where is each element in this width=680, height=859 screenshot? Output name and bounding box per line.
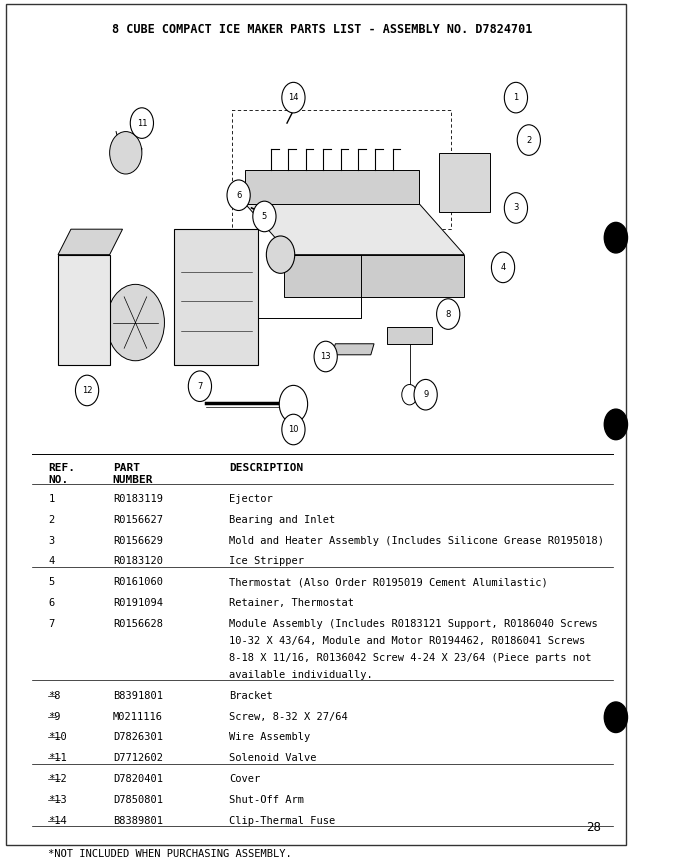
Circle shape [75, 375, 99, 405]
Circle shape [414, 380, 437, 410]
Polygon shape [387, 326, 432, 344]
Circle shape [131, 107, 154, 138]
Text: 8: 8 [445, 309, 451, 319]
Text: 3: 3 [48, 536, 54, 545]
Text: 14: 14 [288, 93, 299, 102]
Text: *9: *9 [48, 711, 61, 722]
Text: *8: *8 [48, 691, 61, 701]
Text: 28: 28 [586, 820, 601, 833]
Text: 8-18 X 11/16, R0136042 Screw 4-24 X 23/64 (Piece parts not: 8-18 X 11/16, R0136042 Screw 4-24 X 23/6… [229, 653, 592, 663]
Text: M0211116: M0211116 [113, 711, 163, 722]
Text: Solenoid Valve: Solenoid Valve [229, 753, 316, 763]
Text: Thermostat (Also Order R0195019 Cement Alumilastic): Thermostat (Also Order R0195019 Cement A… [229, 577, 547, 588]
Text: Mold and Heater Assembly (Includes Silicone Grease R0195018): Mold and Heater Assembly (Includes Silic… [229, 536, 604, 545]
Text: R0183119: R0183119 [113, 494, 163, 504]
Text: 9: 9 [423, 390, 428, 399]
Text: 12: 12 [82, 386, 92, 395]
Text: 5: 5 [262, 212, 267, 221]
Text: 2: 2 [48, 515, 54, 525]
Text: Shut-Off Arm: Shut-Off Arm [229, 795, 304, 805]
Circle shape [437, 299, 460, 329]
Text: 10-32 X 43/64, Module and Motor R0194462, R0186041 Screws: 10-32 X 43/64, Module and Motor R0194462… [229, 636, 585, 646]
Text: 4: 4 [500, 263, 506, 272]
Text: R0183120: R0183120 [113, 557, 163, 566]
Circle shape [605, 222, 628, 253]
Circle shape [106, 284, 165, 361]
Circle shape [314, 341, 337, 372]
Text: *13: *13 [48, 795, 67, 805]
Circle shape [267, 236, 294, 273]
Text: *12: *12 [48, 774, 67, 784]
Text: 3: 3 [513, 204, 519, 212]
Text: 11: 11 [137, 119, 147, 128]
Text: D7850801: D7850801 [113, 795, 163, 805]
Text: 2: 2 [526, 136, 532, 144]
Text: 4: 4 [48, 557, 54, 566]
Text: DESCRIPTION: DESCRIPTION [229, 463, 303, 472]
Text: B8389801: B8389801 [113, 815, 163, 825]
Text: 6: 6 [236, 191, 241, 200]
Text: Ejector: Ejector [229, 494, 273, 504]
Text: *10: *10 [48, 733, 67, 742]
Polygon shape [439, 153, 490, 212]
Text: Screw, 8-32 X 27/64: Screw, 8-32 X 27/64 [229, 711, 347, 722]
Text: D7712602: D7712602 [113, 753, 163, 763]
Text: 5: 5 [48, 577, 54, 588]
Circle shape [605, 702, 628, 733]
Circle shape [188, 371, 211, 401]
Text: B8391801: B8391801 [113, 691, 163, 701]
Text: Retainer, Thermostat: Retainer, Thermostat [229, 598, 354, 608]
Text: R0191094: R0191094 [113, 598, 163, 608]
Circle shape [282, 414, 305, 445]
Text: 1: 1 [513, 93, 519, 102]
Text: 6: 6 [48, 598, 54, 608]
Text: Ice Stripper: Ice Stripper [229, 557, 304, 566]
Polygon shape [284, 254, 464, 297]
Text: available individually.: available individually. [229, 670, 373, 680]
Text: *NOT INCLUDED WHEN PURCHASING ASSEMBLY.: *NOT INCLUDED WHEN PURCHASING ASSEMBLY. [48, 849, 292, 859]
Text: Wire Assembly: Wire Assembly [229, 733, 310, 742]
Circle shape [505, 192, 528, 223]
Circle shape [517, 125, 541, 155]
Text: REF.: REF. [48, 463, 75, 472]
Circle shape [605, 409, 628, 440]
Text: Module Assembly (Includes R0183121 Support, R0186040 Screws: Module Assembly (Includes R0183121 Suppo… [229, 618, 598, 629]
Text: 7: 7 [48, 618, 54, 629]
Text: 7: 7 [197, 381, 203, 391]
Circle shape [282, 82, 305, 113]
Text: NO.: NO. [48, 475, 69, 485]
Text: PART: PART [113, 463, 140, 472]
Text: Cover: Cover [229, 774, 260, 784]
Text: NUMBER: NUMBER [113, 475, 154, 485]
Text: 13: 13 [320, 352, 331, 361]
Text: 8 CUBE COMPACT ICE MAKER PARTS LIST - ASSEMBLY NO. D7824701: 8 CUBE COMPACT ICE MAKER PARTS LIST - AS… [112, 23, 532, 36]
Polygon shape [174, 229, 258, 365]
Text: D7820401: D7820401 [113, 774, 163, 784]
Text: D7826301: D7826301 [113, 733, 163, 742]
Circle shape [492, 252, 515, 283]
Text: R0161060: R0161060 [113, 577, 163, 588]
Circle shape [505, 82, 528, 113]
Text: *11: *11 [48, 753, 67, 763]
Text: 10: 10 [288, 425, 299, 434]
Circle shape [109, 131, 142, 174]
Text: R0156629: R0156629 [113, 536, 163, 545]
Polygon shape [58, 254, 109, 365]
Polygon shape [245, 204, 464, 254]
Circle shape [253, 201, 276, 232]
Text: R0156627: R0156627 [113, 515, 163, 525]
Circle shape [227, 180, 250, 210]
Text: Bracket: Bracket [229, 691, 273, 701]
Text: Bearing and Inlet: Bearing and Inlet [229, 515, 335, 525]
Polygon shape [332, 344, 374, 355]
Circle shape [402, 385, 418, 405]
Polygon shape [245, 170, 419, 204]
Text: R0156628: R0156628 [113, 618, 163, 629]
Circle shape [279, 386, 307, 423]
Text: 1: 1 [48, 494, 54, 504]
Text: *14: *14 [48, 815, 67, 825]
Text: Clip-Thermal Fuse: Clip-Thermal Fuse [229, 815, 335, 825]
Polygon shape [58, 229, 122, 254]
